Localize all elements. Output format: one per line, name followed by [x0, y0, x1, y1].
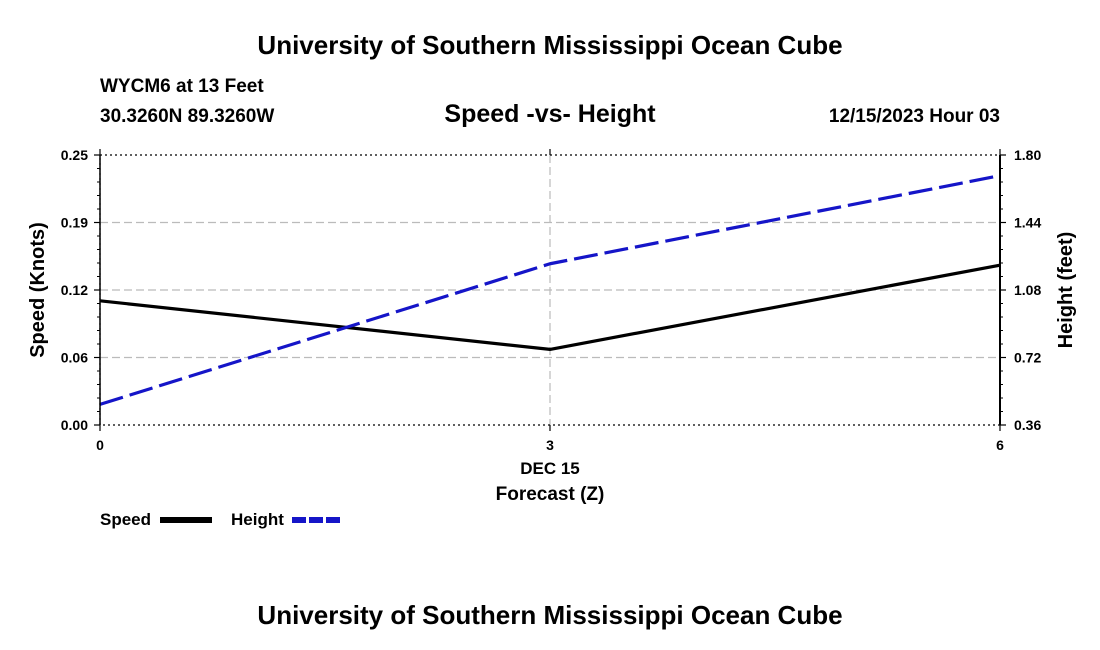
y-axis-left-title: Speed (Knots): [27, 222, 49, 358]
station-label: WYCM6 at 13 Feet: [100, 76, 264, 97]
series-layer: [99, 174, 1001, 406]
y-tick-label-right: 0.36: [1014, 417, 1041, 433]
coordinates-label: 30.3260N 89.3260W: [100, 106, 275, 127]
footer-title: University of Southern Mississippi Ocean…: [257, 600, 843, 630]
speed-height-chart: 0.00 0.36 0.06 0.72 0.12 1.08 0.19 1.44 0.25 1.80…: [27, 147, 1077, 505]
y-tick-label-left: 0.06: [61, 350, 88, 366]
legend-speed-swatch: [160, 517, 212, 523]
page-title: University of Southern Mississippi Ocean…: [257, 30, 843, 60]
x-tick-label: 6: [996, 437, 1004, 453]
y-tick-label-left: 0.12: [61, 282, 88, 298]
series-line-speed: [99, 263, 1001, 351]
datetime-label: 12/15/2023 Hour 03: [828, 106, 1000, 127]
y-tick-label-right: 1.80: [1014, 147, 1041, 163]
x-tick-label: 3: [546, 437, 554, 453]
legend-speed-label: Speed: [100, 510, 152, 529]
y-tick-label-left: 0.00: [61, 417, 88, 433]
x-tick-label: 0: [96, 437, 104, 453]
chart-subtitle: Speed -vs- Height: [444, 100, 656, 128]
series-line-height: [99, 174, 1001, 406]
legend-height-label: Height: [231, 510, 284, 529]
y-tick-label-right: 0.72: [1014, 350, 1041, 366]
legend-height-swatch: [292, 517, 342, 523]
y-tick-label-left: 0.19: [61, 215, 88, 231]
x-date-label: DEC 15: [520, 459, 580, 478]
axis-layer: 0.00 0.36 0.06 0.72 0.12 1.08 0.19 1.44 0.25 1.80…: [61, 147, 1042, 453]
y-tick-label-right: 1.44: [1014, 215, 1041, 231]
x-axis-title: Forecast (Z): [496, 484, 605, 505]
y-axis-right-title: Height (feet): [1055, 232, 1077, 349]
y-tick-label-right: 1.08: [1014, 282, 1041, 298]
y-tick-label-left: 0.25: [61, 147, 88, 163]
